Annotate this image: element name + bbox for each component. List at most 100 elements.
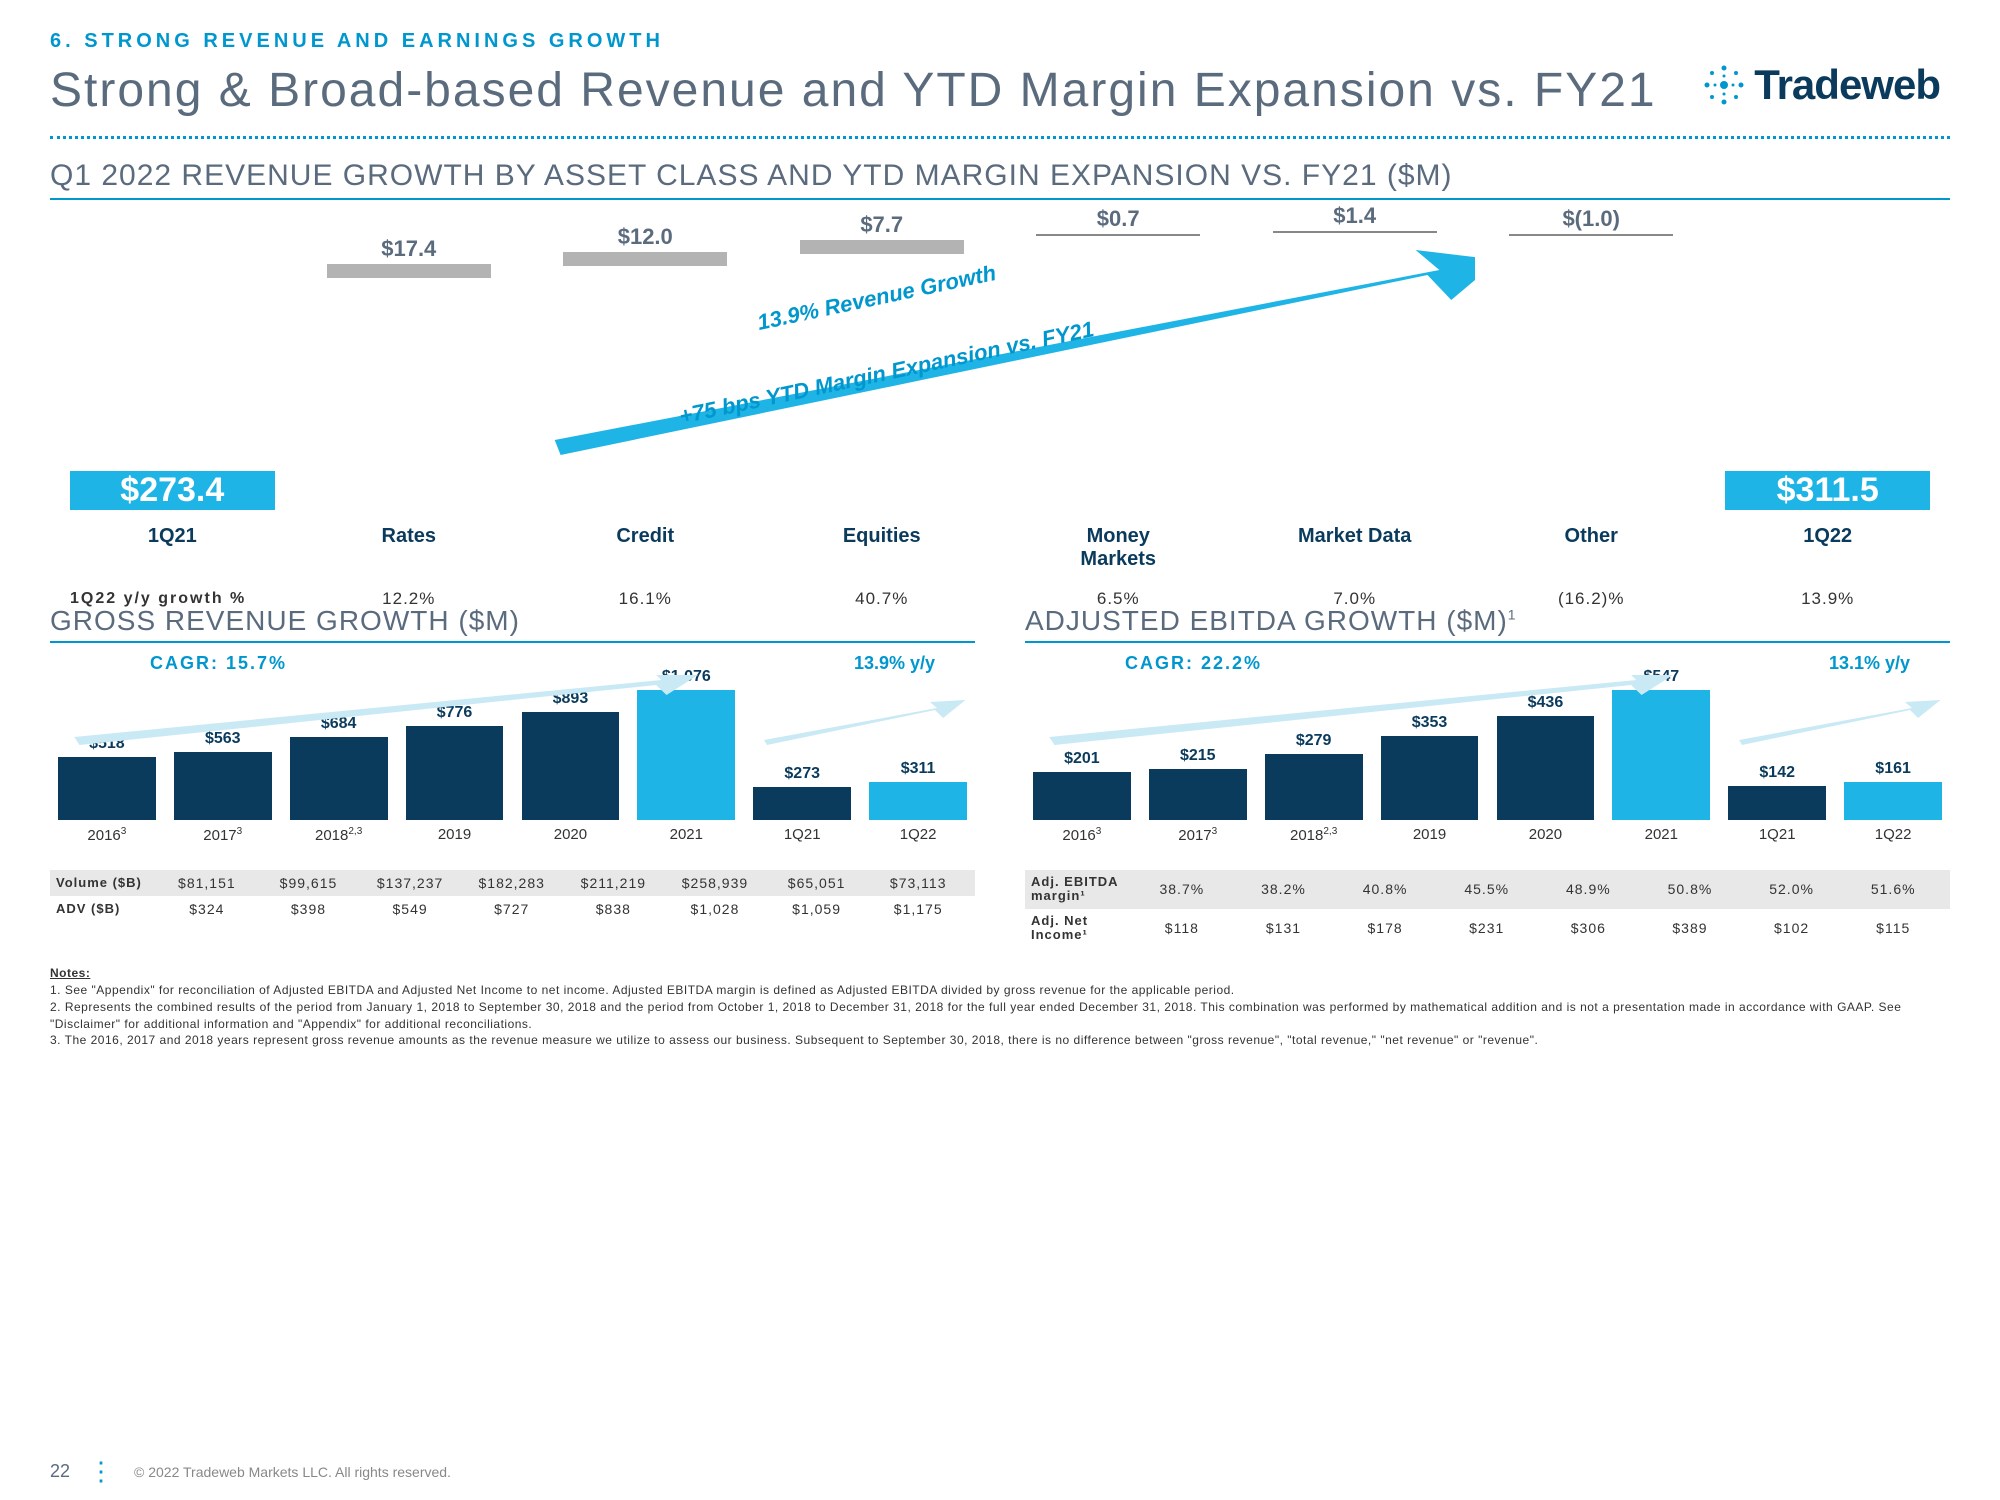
- bar-column: $279: [1265, 732, 1363, 820]
- table-cell: $398: [266, 901, 352, 917]
- year-label: 2020: [522, 826, 620, 844]
- year-label: 20163: [1033, 826, 1131, 844]
- table-cell: $231: [1444, 920, 1530, 936]
- bar-value-label: $201: [1064, 750, 1100, 768]
- table-cell: $118: [1139, 920, 1225, 936]
- bar-value-label: $776: [437, 704, 473, 722]
- year-label: 20173: [174, 826, 272, 844]
- waterfall-step-label: $7.7: [860, 212, 903, 238]
- bar-column: $142: [1728, 764, 1826, 820]
- ebitda-title-sup: 1: [1508, 607, 1517, 623]
- ebitda-title-text: ADJUSTED EBITDA GROWTH ($M): [1025, 605, 1508, 636]
- bar: [1033, 772, 1131, 820]
- year-label: 20182,3: [1265, 826, 1363, 844]
- ebitda-yoy: 13.1% y/y: [1829, 653, 1910, 674]
- table-cell: $306: [1546, 920, 1632, 936]
- waterfall-step-label: $0.7: [1097, 206, 1140, 232]
- waterfall-step-label: $12.0: [618, 224, 673, 250]
- growth-value: 16.1%: [543, 589, 748, 609]
- note-item: 1. See "Appendix" for reconciliation of …: [50, 982, 1950, 999]
- bar-value-label: $518: [89, 735, 125, 753]
- bar: [406, 726, 504, 820]
- bar: [1265, 754, 1363, 820]
- gross-title: GROSS REVENUE GROWTH ($M): [50, 605, 975, 637]
- waterfall-step-bar: $12.0: [563, 252, 727, 266]
- bar-value-label: $436: [1528, 694, 1564, 712]
- table-cell: $73,113: [875, 875, 961, 891]
- table-cell: $211,219: [571, 875, 657, 891]
- bar-value-label: $893: [553, 690, 589, 708]
- waterfall-category: Rates: [306, 525, 511, 571]
- growth-value: 13.9%: [1725, 589, 1930, 609]
- year-label: 2019: [406, 826, 504, 844]
- divider: [50, 641, 975, 643]
- waterfall-title: Q1 2022 REVENUE GROWTH BY ASSET CLASS AN…: [50, 159, 1950, 193]
- waterfall-step-label: $(1.0): [1562, 206, 1619, 232]
- waterfall-category: 1Q22: [1725, 525, 1930, 571]
- gross-yoy: 13.9% y/y: [854, 653, 935, 674]
- year-label: 2021: [1612, 826, 1710, 844]
- table-cell: 40.8%: [1342, 881, 1428, 897]
- year-label: 20173: [1149, 826, 1247, 844]
- table-row: Volume ($B) $81,151$99,615$137,237$182,2…: [50, 870, 975, 896]
- bar-column: $311: [869, 760, 967, 820]
- bar-column: $353: [1381, 714, 1479, 820]
- bar-column: $1,076: [637, 668, 735, 820]
- bar: [1728, 786, 1826, 820]
- bar: [637, 690, 735, 820]
- bar-column: $273: [753, 765, 851, 820]
- bar-value-label: $142: [1759, 764, 1795, 782]
- note-item: 2. Represents the combined results of th…: [50, 999, 1950, 1033]
- table-row-label: Adj. EBITDA margin¹: [1031, 875, 1131, 904]
- table-cell: $549: [367, 901, 453, 917]
- table-row: Adj. Net Income¹ $118$131$178$231$306$38…: [1025, 909, 1950, 948]
- waterfall-step: $17.4: [306, 210, 511, 510]
- waterfall-category: Other: [1489, 525, 1694, 571]
- bar: [522, 712, 620, 820]
- table-cell: 38.7%: [1139, 881, 1225, 897]
- growth-value: 6.5%: [1016, 589, 1221, 609]
- table-cell: $81,151: [164, 875, 250, 891]
- waterfall-step-bar: $(1.0): [1509, 234, 1673, 236]
- note-item: 3. The 2016, 2017 and 2018 years represe…: [50, 1032, 1950, 1049]
- bar-column: $563: [174, 730, 272, 820]
- bar: [58, 757, 156, 820]
- bar: [174, 752, 272, 820]
- bar-column: $436: [1497, 694, 1595, 820]
- divider: [1025, 641, 1950, 643]
- table-cell: 48.9%: [1546, 881, 1632, 897]
- logo-text: Tradeweb: [1754, 61, 1940, 109]
- ebitda-cagr: CAGR: 22.2%: [1125, 653, 1262, 674]
- waterfall-category: MoneyMarkets: [1016, 525, 1221, 571]
- table-cell: 52.0%: [1749, 881, 1835, 897]
- bar-column: $776: [406, 704, 504, 820]
- bar: [1612, 690, 1710, 820]
- waterfall-category: Equities: [779, 525, 984, 571]
- bar: [1149, 769, 1247, 820]
- waterfall-step: $12.0: [543, 210, 748, 510]
- table-row-label: ADV ($B): [56, 902, 156, 916]
- bar-column: $518: [58, 735, 156, 820]
- table-cell: 38.2%: [1241, 881, 1327, 897]
- dots-icon: ⋮: [88, 1466, 116, 1476]
- year-label: 1Q22: [869, 826, 967, 844]
- bar-column: $893: [522, 690, 620, 820]
- table-cell: 51.6%: [1850, 881, 1936, 897]
- footer: 22 ⋮ © 2022 Tradeweb Markets LLC. All ri…: [50, 1461, 451, 1482]
- bar-value-label: $215: [1180, 747, 1216, 765]
- waterfall-step-bar: $0.7: [1036, 234, 1200, 236]
- waterfall-step-label: $1.4: [1333, 203, 1376, 229]
- table-row: Adj. EBITDA margin¹ 38.7%38.2%40.8%45.5%…: [1025, 870, 1950, 909]
- divider: [50, 198, 1950, 200]
- year-label: 1Q22: [1844, 826, 1942, 844]
- bar-column: $161: [1844, 760, 1942, 820]
- bar-column: $201: [1033, 750, 1131, 820]
- bar-value-label: $1,076: [662, 668, 711, 686]
- waterfall-step: $7.7: [779, 210, 984, 510]
- notes-heading: Notes:: [50, 965, 1950, 982]
- gross-revenue-panel: GROSS REVENUE GROWTH ($M) CAGR: 15.7% 13…: [50, 605, 975, 947]
- table-cell: $65,051: [774, 875, 860, 891]
- logo: Tradeweb: [1699, 60, 1940, 110]
- waterfall-step: $(1.0): [1489, 210, 1694, 510]
- year-label: 1Q21: [753, 826, 851, 844]
